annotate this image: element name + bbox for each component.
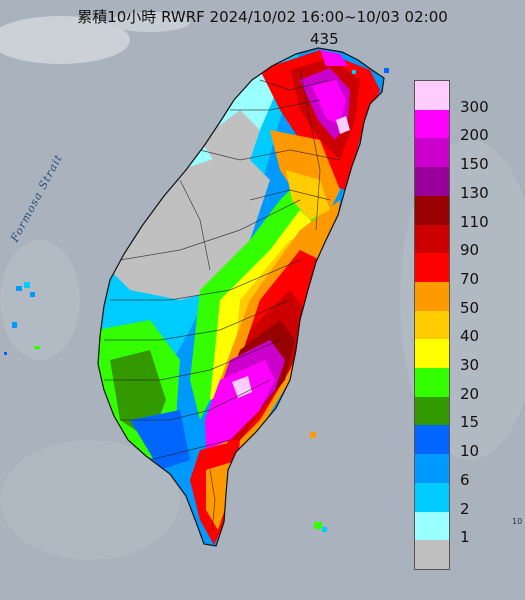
legend-tick-label: 1 bbox=[460, 528, 470, 547]
legend-tick-label: 200 bbox=[460, 126, 489, 145]
legend-swatch bbox=[415, 167, 449, 197]
legend-tick-label: 300 bbox=[460, 97, 489, 116]
legend-swatch bbox=[415, 310, 449, 340]
legend-tick-label: 50 bbox=[460, 298, 480, 317]
legend-swatch bbox=[415, 253, 449, 283]
legend-tick-label: 150 bbox=[460, 155, 489, 174]
legend-swatch bbox=[415, 138, 449, 168]
legend-tick-label: 10 bbox=[460, 442, 480, 461]
legend-swatch bbox=[415, 195, 449, 226]
legend-swatch bbox=[415, 540, 449, 570]
legend-swatch bbox=[415, 281, 449, 312]
legend-swatch bbox=[415, 482, 449, 513]
legend-swatch bbox=[415, 224, 449, 254]
legend-swatch bbox=[415, 81, 449, 111]
legend-tick-label: 15 bbox=[460, 413, 480, 432]
boundaries bbox=[104, 69, 341, 531]
legend-tick-label: 130 bbox=[460, 183, 489, 202]
legend-swatch bbox=[415, 425, 449, 455]
legend-tick-label: 40 bbox=[460, 327, 480, 346]
legend-swatch bbox=[415, 109, 449, 139]
legend-tick-label: 110 bbox=[460, 212, 489, 231]
edge-label: 10 bbox=[512, 517, 523, 526]
max-rainfall-label: 435 bbox=[310, 30, 339, 48]
legend-swatch bbox=[415, 368, 449, 398]
legend-swatch bbox=[415, 339, 449, 369]
legend-swatch bbox=[415, 396, 449, 426]
legend-tick-label: 6 bbox=[460, 470, 470, 489]
legend-tick-label: 2 bbox=[460, 499, 470, 518]
legend-tick-label: 70 bbox=[460, 269, 480, 288]
legend-swatch bbox=[415, 454, 449, 484]
legend-labels: 300 200 150 130 110 90 70 50 40 30 20 15 10 6 2 1 bbox=[460, 0, 520, 600]
legend-tick-label: 90 bbox=[460, 241, 480, 260]
offshore-echoes bbox=[4, 68, 389, 532]
legend-swatch bbox=[415, 511, 449, 541]
map-title: 累積10小時 RWRF 2024/10/02 16:00~10/03 02:00 bbox=[77, 8, 448, 26]
legend-tick-label: 30 bbox=[460, 356, 480, 375]
color-legend bbox=[414, 80, 450, 570]
taiwan-coastline bbox=[97, 47, 385, 547]
legend-tick-label: 20 bbox=[460, 384, 480, 403]
